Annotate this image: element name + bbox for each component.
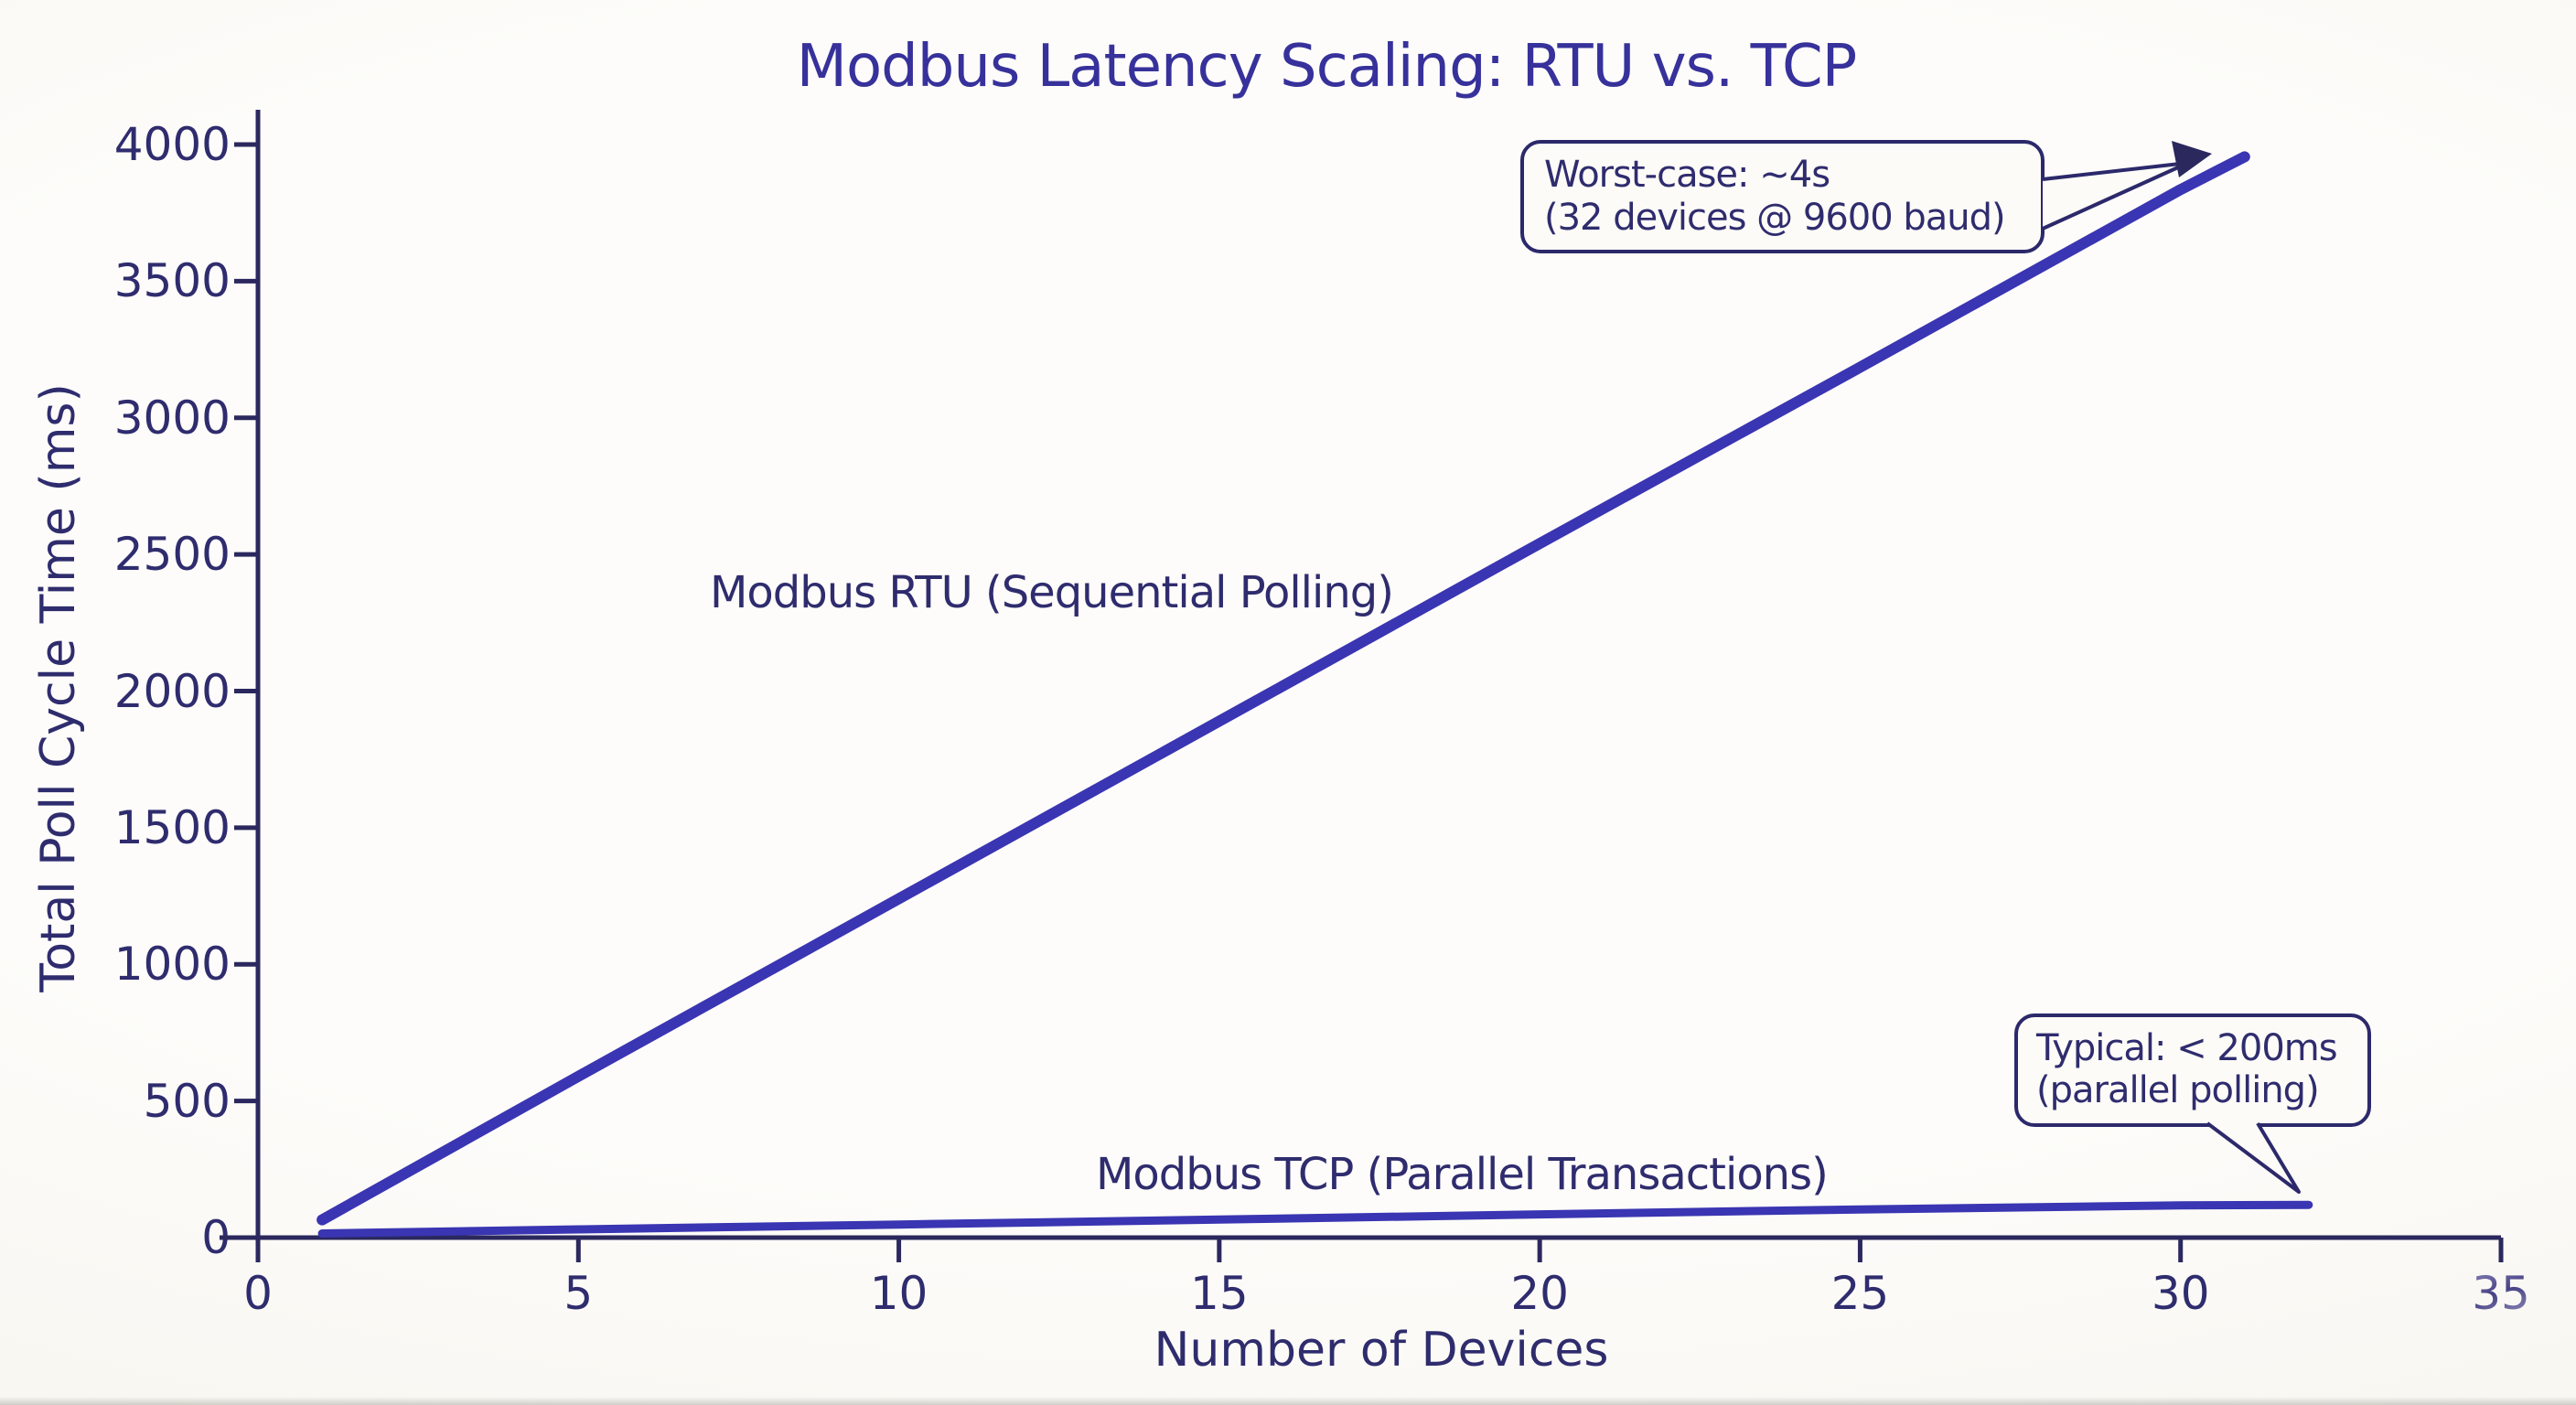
y-tick-label-1500: 1500 (113, 800, 231, 854)
y-tick-label-3000: 3000 (113, 391, 231, 445)
callout-worst-case: Worst-case: ~4s (32 devices @ 9600 baud) (1520, 140, 2045, 253)
x-tick-label-15: 15 (1190, 1267, 1249, 1320)
y-tick-label-2000: 2000 (113, 664, 231, 718)
tcp-line (317, 1200, 2313, 1238)
x-tick-label-25: 25 (1830, 1267, 1890, 1320)
x-axis-label: Number of Devices (1154, 1323, 1609, 1378)
x-tick-label-10: 10 (869, 1267, 928, 1320)
callout-typical-line-2: (parallel polling) (2036, 1069, 2320, 1111)
series-label-tcp: Modbus TCP (Parallel Transactions) (1096, 1149, 1829, 1200)
y-tick-label-4000: 4000 (113, 118, 231, 171)
y-tick-label-2500: 2500 (113, 528, 231, 582)
y-tick-label-0: 0 (201, 1211, 231, 1264)
x-tick-label-30: 30 (2151, 1267, 2210, 1320)
callout-typical-line-1: Typical: < 200ms (2036, 1027, 2338, 1069)
y-tick-label-3500: 3500 (113, 254, 231, 308)
x-tick-label-5: 5 (564, 1267, 594, 1320)
series-label-rtu: Modbus RTU (Sequential Polling) (710, 567, 1394, 618)
chart-title: Modbus Latency Scaling: RTU vs. TCP (796, 33, 1858, 101)
rtu-line (317, 151, 2250, 1226)
x-tick-label-20: 20 (1510, 1267, 1569, 1320)
callout-typical: Typical: < 200ms (parallel polling) (2014, 1014, 2371, 1127)
typical-pointer-wedge (2206, 1121, 2301, 1194)
y-tick-label-500: 500 (143, 1074, 231, 1128)
worst-case-arrowhead-icon (2172, 141, 2212, 177)
callout-worst-case-line-2: (32 devices @ 9600 baud) (1544, 197, 2006, 239)
y-tick-label-1000: 1000 (113, 938, 231, 992)
worst-case-pointer-wedge (2042, 161, 2190, 231)
callout-worst-case-line-1: Worst-case: ~4s (1544, 154, 1830, 196)
x-tick-label-0: 0 (243, 1267, 273, 1320)
x-tick-label-35: 35 (2428, 1268, 2574, 1319)
